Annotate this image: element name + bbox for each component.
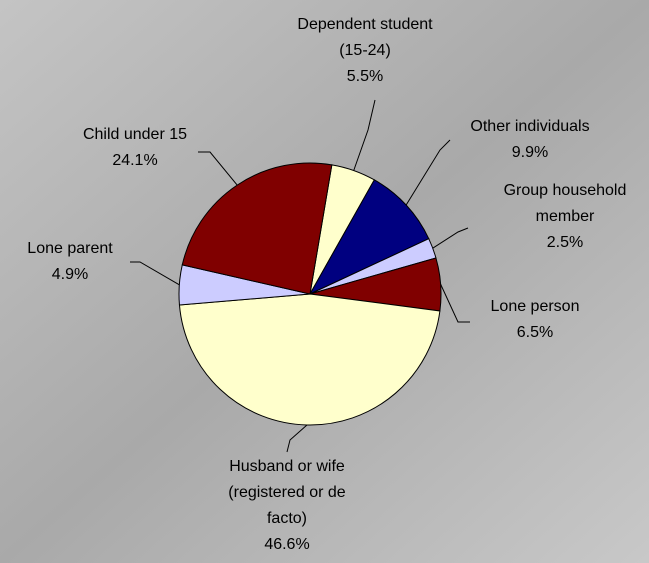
- category-label: Husband or wife (registered or de facto): [228, 458, 346, 527]
- category-label: Lone person: [490, 298, 580, 315]
- category-label: Lone parent: [27, 240, 113, 257]
- pie-slice: [308, 179, 430, 296]
- leader-line: [353, 99, 376, 171]
- value-label: 2.5%: [546, 234, 584, 251]
- category-label: Other individuals: [470, 118, 590, 135]
- value-label: 46.6%: [264, 536, 310, 553]
- leader-line: [198, 151, 238, 186]
- value-label: 4.9%: [51, 266, 89, 283]
- pie-slice: [178, 293, 441, 426]
- slice-label: Lone person 6.5%: [460, 294, 610, 346]
- slice-label: Other individuals 9.9%: [440, 114, 620, 166]
- slice-label: Dependent student (15-24) 5.5%: [290, 12, 440, 90]
- slice-label: Group household member 2.5%: [480, 178, 649, 256]
- leader-line: [130, 261, 180, 286]
- leader-line: [432, 227, 469, 249]
- value-label: 6.5%: [516, 324, 554, 341]
- leader-line: [405, 139, 451, 206]
- slice-label: Child under 15 24.1%: [55, 122, 215, 174]
- pie-slice: [181, 162, 333, 295]
- slice-label: Lone parent 4.9%: [0, 236, 140, 288]
- value-label: 24.1%: [112, 152, 158, 169]
- category-label: Dependent student (15-24): [297, 16, 433, 59]
- category-label: Group household member: [503, 182, 627, 225]
- category-label: Child under 15: [82, 126, 188, 143]
- leader-line: [440, 284, 470, 323]
- leader-line: [286, 424, 308, 453]
- value-label: 9.9%: [511, 144, 549, 161]
- slice-label: Husband or wife (registered or de facto)…: [207, 454, 367, 558]
- value-label: 5.5%: [346, 68, 384, 85]
